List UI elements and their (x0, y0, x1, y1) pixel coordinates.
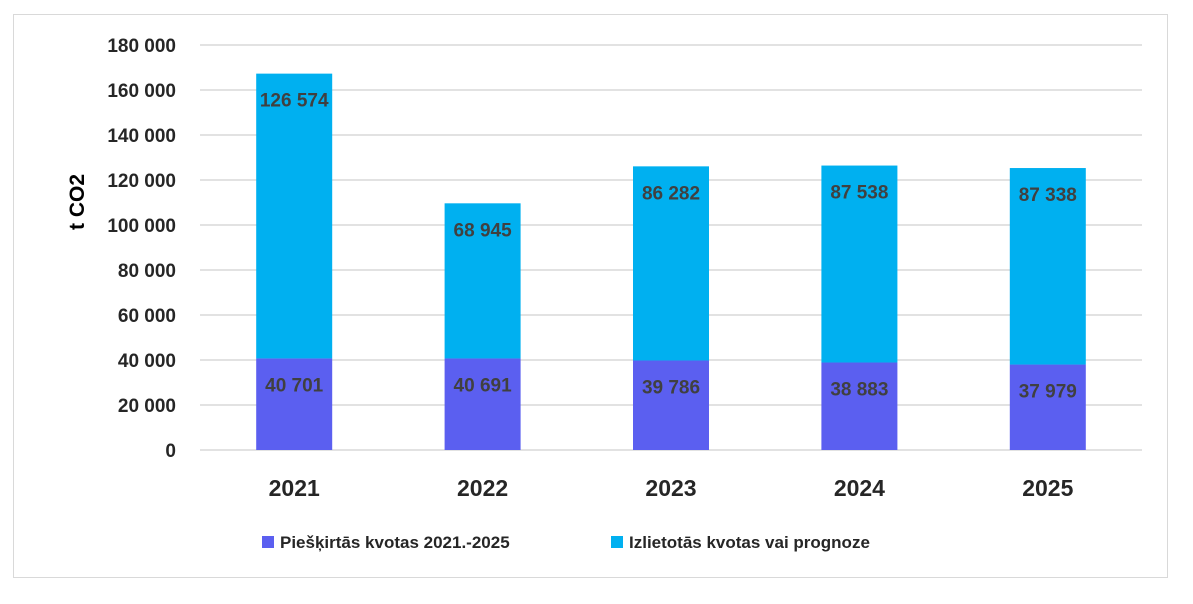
bar-segment (1009, 364, 1086, 450)
data-label: 87 338 (1019, 185, 1077, 206)
legend-swatch (611, 536, 623, 548)
bar-segment (821, 362, 898, 450)
y-tick-label: 140 000 (107, 126, 176, 147)
y-axis-tick-labels: 0 20 000 40 000 60 000 80 000 100 000 120 000 1… (107, 36, 176, 462)
data-label: 87 538 (830, 183, 888, 204)
data-label: 68 945 (454, 220, 513, 241)
legend-label: Izlietotās kvotas vai prognoze (629, 533, 870, 552)
data-label: 126 574 (260, 91, 329, 112)
data-label: 40 701 (265, 375, 324, 396)
x-tick-label: 2021 (269, 475, 320, 501)
y-axis-label: t CO2 (66, 174, 89, 230)
bars (256, 73, 1086, 450)
bar-segment (633, 166, 709, 361)
bar-segment (821, 165, 898, 363)
data-label: 37 979 (1019, 382, 1077, 403)
y-tick-label: 80 000 (118, 261, 176, 282)
data-label: 39 786 (642, 377, 700, 398)
bar-segment (444, 203, 521, 359)
legend-swatch (262, 536, 274, 548)
x-tick-label: 2022 (457, 475, 508, 501)
y-tick-label: 40 000 (118, 351, 176, 372)
x-axis-tick-labels: 2021 2022 2023 2024 2025 (269, 475, 1074, 501)
data-label: 38 883 (830, 380, 888, 401)
bar-segment (1009, 168, 1086, 365)
y-tick-label: 0 (165, 441, 176, 462)
legend: Piešķirtās kvotas 2021.-2025 Izlietotās k… (262, 533, 870, 552)
data-labels: 40 701 126 574 40 691 68 945 39 786 86 282 38 … (260, 91, 1077, 403)
x-tick-label: 2025 (1022, 475, 1073, 501)
x-tick-label: 2024 (834, 475, 885, 501)
bar-segment (256, 73, 333, 359)
y-tick-label: 20 000 (118, 396, 176, 417)
bar-segment (256, 358, 333, 450)
y-tick-label: 160 000 (107, 81, 176, 102)
legend-label: Piešķirtās kvotas 2021.-2025 (280, 533, 510, 552)
y-tick-label: 100 000 (107, 216, 176, 237)
chart-frame (13, 14, 1168, 578)
data-label: 86 282 (642, 183, 700, 204)
y-tick-label: 120 000 (107, 171, 176, 192)
y-tick-label: 60 000 (118, 306, 176, 327)
y-tick-label: 180 000 (107, 36, 176, 57)
x-tick-label: 2023 (645, 475, 696, 501)
bar-segment (633, 360, 709, 450)
gridlines (200, 44, 1142, 451)
data-label: 40 691 (454, 375, 513, 396)
bar-segment (444, 358, 521, 450)
